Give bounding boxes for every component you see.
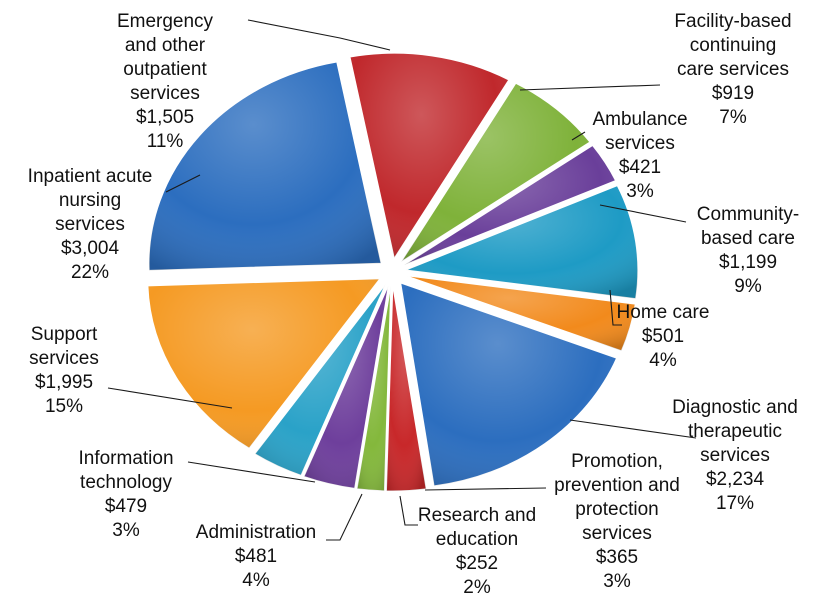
slice-label-line: continuing xyxy=(690,35,777,56)
slice-value-label: $365 xyxy=(596,547,638,568)
slice-value-label: $481 xyxy=(235,546,277,567)
slice-value-label: $919 xyxy=(712,83,754,104)
slice-percent-label: 9% xyxy=(734,276,762,297)
leader-line xyxy=(165,174,201,193)
slice-percent-label: 2% xyxy=(463,577,491,598)
slice-percent-label: 3% xyxy=(112,520,140,541)
slice-percent-label: 4% xyxy=(242,570,270,591)
slice-label: Promotion, prevention and protection servic… xyxy=(554,451,680,592)
slice-percent-label: 15% xyxy=(45,396,83,417)
slice-label-line: care services xyxy=(677,59,789,80)
slice-label-line: services xyxy=(29,348,99,369)
pie-slice-shading xyxy=(357,285,391,491)
slice-percent-label: 3% xyxy=(603,571,631,592)
slice-label: Facility-based continuing care services $91… xyxy=(674,11,791,128)
slice-label-line: services xyxy=(605,133,675,154)
slice-label-line: based care xyxy=(701,228,795,249)
slice-label-line: services xyxy=(700,445,770,466)
pie-slice-shading xyxy=(254,284,386,476)
slice-label: Information technology $479 3% xyxy=(78,448,173,541)
slice-value-label: $1,995 xyxy=(35,372,93,393)
slice-label-line: Inpatient acute xyxy=(28,166,153,187)
leader-line xyxy=(569,419,697,439)
slice-label: Administration $481 4% xyxy=(196,522,316,591)
slice-percent-label: 7% xyxy=(719,107,747,128)
pie-slice-shading xyxy=(147,278,380,449)
slice-label-line: prevention and xyxy=(554,475,680,496)
slice-label-line: and other xyxy=(125,35,206,56)
slice-value-label: $3,004 xyxy=(61,238,120,259)
slice-value-label: $501 xyxy=(642,326,684,347)
pie-slice-shading xyxy=(405,185,638,299)
slice-label-line: services xyxy=(55,214,125,235)
slice-percent-label: 11% xyxy=(147,131,184,152)
leader-line xyxy=(519,84,661,91)
slice-percent-label: 4% xyxy=(649,350,677,371)
leader-line xyxy=(424,487,547,491)
slice-label-line: nursing xyxy=(59,190,121,211)
pie-slice-shading xyxy=(349,53,509,259)
slice-value-label: $479 xyxy=(105,496,147,517)
pie-slice-shading xyxy=(400,282,617,486)
slice-percent-label: 17% xyxy=(716,493,754,514)
slice-value-label: $252 xyxy=(456,553,498,574)
slice-label-line: therapeutic xyxy=(688,421,782,442)
leader-line xyxy=(107,387,233,409)
slice-label-line: Support xyxy=(31,324,98,345)
slice-label-line: Promotion, xyxy=(571,451,663,472)
pie-slice-shading xyxy=(401,83,590,262)
slice-value-label: $1,505 xyxy=(136,107,194,128)
slice-label-line: outpatient xyxy=(123,59,207,80)
slice-label-line: Research and xyxy=(418,505,536,526)
leader-line xyxy=(609,289,622,326)
slice-label-line: Emergency xyxy=(117,11,214,32)
slice-label: Ambulance services $421 3% xyxy=(592,109,687,202)
pie-slice-shading xyxy=(304,285,389,489)
pie-slice-shading xyxy=(149,62,382,271)
leader-line xyxy=(571,131,586,141)
slice-label-line: services xyxy=(582,523,652,544)
slice-label-line: Home care xyxy=(617,302,710,323)
leader-line xyxy=(247,19,391,51)
slice-label-line: Information xyxy=(78,448,173,469)
slice-label: Support services $1,995 15% xyxy=(29,324,99,417)
slice-label-line: Facility-based xyxy=(674,11,791,32)
slice-label: Research and education $252 2% xyxy=(418,505,536,598)
slice-label: Home care $501 4% xyxy=(617,302,710,371)
pie-slice-shading xyxy=(386,285,427,491)
pie-slice-shading xyxy=(404,145,616,266)
leader-line xyxy=(326,493,363,541)
slice-label-line: technology xyxy=(80,472,172,493)
leader-line xyxy=(187,461,316,483)
slice-label-line: Administration xyxy=(196,522,316,543)
slice-label-line: education xyxy=(436,529,518,550)
slice-percent-label: 22% xyxy=(71,262,109,283)
slice-value-label: $1,199 xyxy=(719,252,777,273)
slice-label: Inpatient acute nursing services $3,004 22% xyxy=(28,166,153,283)
slice-percent-label: 3% xyxy=(626,181,654,202)
slice-value-label: $421 xyxy=(619,157,661,178)
slice-label: Diagnostic and therapeutic services $2,234 1… xyxy=(672,397,798,514)
slice-label: Emergency and other outpatient services $1,5… xyxy=(117,11,214,152)
slice-label-line: protection xyxy=(575,499,658,520)
slice-label-line: Diagnostic and xyxy=(672,397,798,418)
leader-line xyxy=(399,495,418,526)
slice-label-line: services xyxy=(130,83,200,104)
slice-label-line: Community- xyxy=(697,204,799,225)
pie-slice-shading xyxy=(405,275,636,351)
slice-label-line: Ambulance xyxy=(592,109,687,130)
leader-line xyxy=(599,204,687,223)
slice-label: Community-based care $1,199 9% xyxy=(697,204,799,297)
slice-value-label: $2,234 xyxy=(706,469,765,490)
